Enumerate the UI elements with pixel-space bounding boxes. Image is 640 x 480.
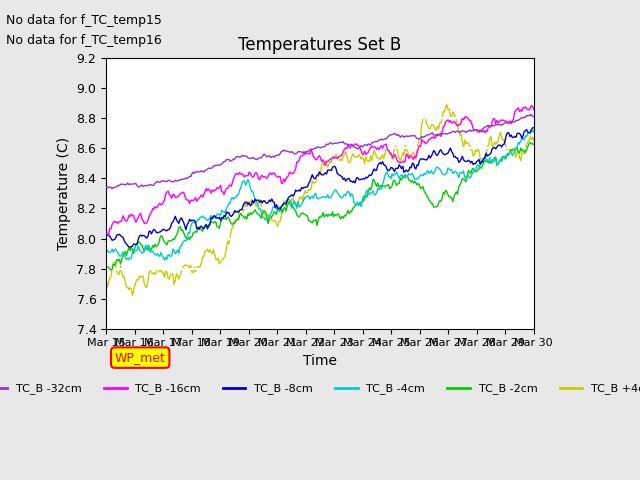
TC_B -8cm [291, 191, 298, 197]
X-axis label: Time: Time [303, 354, 337, 368]
Title: Temperatures Set B: Temperatures Set B [238, 36, 402, 54]
TC_B +4cm [530, 137, 538, 143]
TC_B -32cm [102, 184, 110, 190]
Line: TC_B -2cm: TC_B -2cm [106, 143, 534, 270]
TC_B -32cm [527, 111, 535, 117]
TC_B -8cm [102, 233, 110, 239]
TC_B -2cm [526, 140, 534, 145]
TC_B -4cm [291, 198, 298, 204]
TC_B -8cm [530, 125, 538, 131]
TC_B -16cm [291, 168, 298, 174]
TC_B -8cm [252, 198, 260, 204]
TC_B -4cm [508, 149, 515, 155]
TC_B -2cm [245, 213, 253, 218]
TC_B -16cm [156, 201, 164, 206]
TC_B -8cm [231, 208, 239, 214]
TC_B -4cm [231, 194, 239, 200]
TC_B -2cm [107, 267, 115, 273]
TC_B -4cm [102, 249, 110, 255]
TC_B -16cm [527, 103, 535, 108]
TC_B +4cm [252, 204, 260, 210]
TC_B +4cm [129, 292, 136, 298]
Legend: TC_B -32cm, TC_B -16cm, TC_B -8cm, TC_B -4cm, TC_B -2cm, TC_B +4cm: TC_B -32cm, TC_B -16cm, TC_B -8cm, TC_B … [0, 379, 640, 399]
TC_B -16cm [231, 173, 239, 179]
Line: TC_B -16cm: TC_B -16cm [106, 106, 534, 235]
TC_B +4cm [156, 269, 164, 275]
TC_B -16cm [252, 170, 260, 176]
TC_B +4cm [291, 202, 298, 208]
TC_B -4cm [161, 257, 168, 263]
TC_B -16cm [102, 231, 110, 237]
TC_B -4cm [155, 252, 163, 258]
TC_B -4cm [252, 199, 260, 205]
TC_B -4cm [527, 127, 535, 132]
TC_B -16cm [508, 121, 515, 127]
TC_B -2cm [530, 142, 538, 147]
TC_B -32cm [156, 180, 164, 185]
TC_B -32cm [231, 156, 239, 162]
Line: TC_B -32cm: TC_B -32cm [106, 114, 534, 189]
TC_B -2cm [156, 236, 164, 241]
TC_B -2cm [252, 209, 260, 215]
TC_B -2cm [231, 220, 239, 226]
Text: WP_met: WP_met [115, 351, 166, 364]
Y-axis label: Temperature (C): Temperature (C) [57, 137, 71, 250]
TC_B -8cm [508, 132, 515, 138]
TC_B -2cm [508, 147, 515, 153]
TC_B -16cm [530, 107, 538, 113]
TC_B -4cm [245, 180, 253, 186]
TC_B -4cm [530, 127, 538, 133]
TC_B -32cm [508, 119, 515, 125]
TC_B -2cm [102, 265, 110, 271]
TC_B -32cm [245, 156, 253, 161]
TC_B +4cm [102, 278, 110, 284]
TC_B -8cm [126, 244, 134, 250]
TC_B -16cm [105, 232, 113, 238]
Line: TC_B -4cm: TC_B -4cm [106, 130, 534, 260]
TC_B -8cm [156, 229, 164, 235]
TC_B -32cm [252, 156, 260, 162]
TC_B -8cm [245, 200, 253, 206]
TC_B -32cm [530, 114, 538, 120]
TC_B +4cm [231, 218, 239, 224]
Line: TC_B +4cm: TC_B +4cm [106, 105, 534, 295]
Line: TC_B -8cm: TC_B -8cm [106, 128, 534, 247]
TC_B +4cm [245, 202, 253, 207]
Text: No data for f_TC_temp15: No data for f_TC_temp15 [6, 14, 163, 27]
TC_B -32cm [291, 151, 298, 156]
TC_B -16cm [245, 169, 253, 175]
Text: No data for f_TC_temp16: No data for f_TC_temp16 [6, 34, 162, 47]
TC_B +4cm [443, 102, 451, 108]
TC_B +4cm [509, 149, 516, 155]
TC_B -32cm [108, 186, 116, 192]
TC_B -2cm [291, 206, 298, 212]
